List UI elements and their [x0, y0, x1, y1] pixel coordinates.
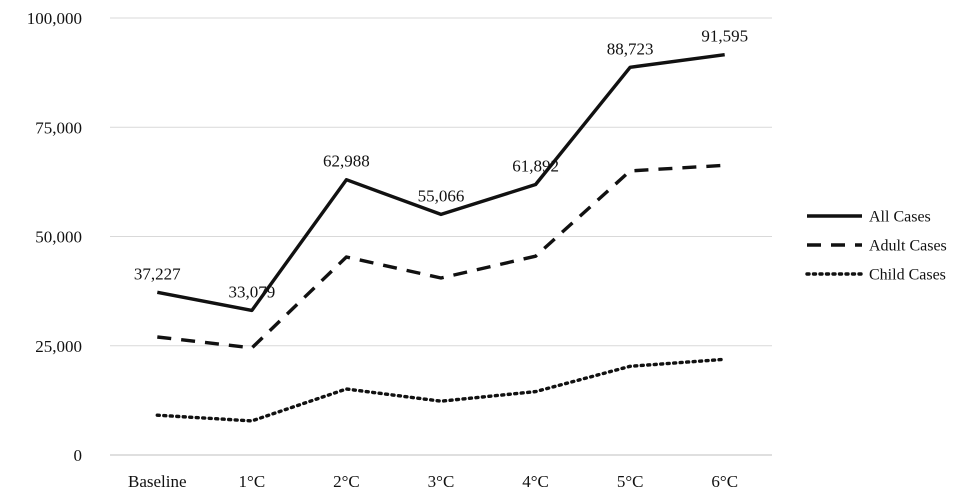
data-label: 33,079	[228, 282, 275, 301]
y-tick-label: 50,000	[35, 228, 82, 247]
legend-label-adult-cases: Adult Cases	[869, 238, 947, 255]
series-line-child-cases	[155, 357, 727, 423]
y-tick-label: 100,000	[27, 9, 82, 28]
data-label: 88,723	[607, 39, 654, 58]
y-tick-label: 0	[74, 446, 83, 465]
y-axis-tick-labels: 0 25,000 50,000 75,000 100,000	[27, 9, 82, 465]
x-axis-tick-labels: Baseline 1°C 2°C 3°C 4°C 5°C 6°C	[128, 472, 738, 491]
data-labels: 37,227 33,079 62,988 55,066 61,892 88,723 91,5…	[134, 27, 748, 302]
x-tick-label: 5°C	[617, 472, 644, 491]
grid-lines	[110, 17, 772, 456]
x-tick-label: Baseline	[128, 472, 187, 491]
y-tick-label: 75,000	[35, 118, 82, 137]
data-label: 91,595	[701, 27, 748, 46]
legend-label-all-cases: All Cases	[869, 209, 931, 226]
data-label: 37,227	[134, 264, 181, 283]
series-line-all-cases	[156, 53, 725, 313]
y-tick-label: 25,000	[35, 337, 82, 356]
data-label: 61,892	[512, 157, 559, 176]
x-tick-label: 3°C	[428, 472, 455, 491]
legend: All Cases Adult Cases Child Cases	[805, 209, 947, 284]
legend-label-child-cases: Child Cases	[869, 267, 946, 284]
x-tick-label: 4°C	[522, 472, 549, 491]
series-line-adult-cases	[157, 163, 725, 350]
series-lines	[155, 53, 727, 423]
data-label: 62,988	[323, 152, 370, 171]
x-tick-label: 2°C	[333, 472, 360, 491]
data-label: 55,066	[418, 186, 465, 205]
x-tick-label: 1°C	[239, 472, 266, 491]
x-tick-label: 6°C	[711, 472, 738, 491]
